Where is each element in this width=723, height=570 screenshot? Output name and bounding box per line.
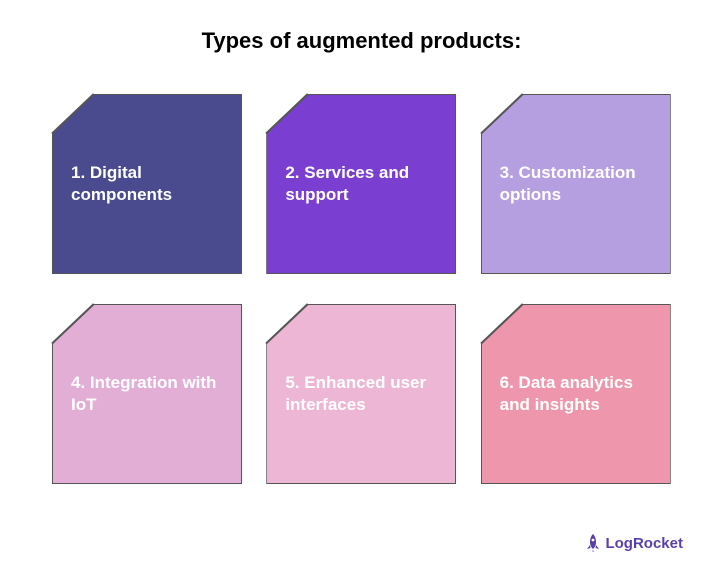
card-6-label: 6. Data analytics and insights	[500, 372, 652, 416]
card-6-body: 6. Data analytics and insights	[481, 304, 671, 484]
card-2-body: 2. Services and support	[266, 94, 456, 274]
card-4: 4. Integration with IoT	[52, 304, 242, 484]
card-1-body: 1. Digital components	[52, 94, 242, 274]
card-3: 3. Customization options	[481, 94, 671, 274]
logo-text: LogRocket	[605, 535, 683, 552]
card-3-label: 3. Customization options	[500, 162, 652, 206]
page-title: Types of augmented products:	[0, 0, 723, 54]
card-2-label: 2. Services and support	[285, 162, 437, 206]
rocket-icon	[585, 534, 601, 552]
card-2: 2. Services and support	[266, 94, 456, 274]
card-1-label: 1. Digital components	[71, 162, 223, 206]
card-5-label: 5. Enhanced user interfaces	[285, 372, 437, 416]
card-6: 6. Data analytics and insights	[481, 304, 671, 484]
card-5-body: 5. Enhanced user interfaces	[266, 304, 456, 484]
card-4-label: 4. Integration with IoT	[71, 372, 223, 416]
logrocket-logo: LogRocket	[585, 534, 683, 552]
card-1: 1. Digital components	[52, 94, 242, 274]
card-4-body: 4. Integration with IoT	[52, 304, 242, 484]
card-5: 5. Enhanced user interfaces	[266, 304, 456, 484]
card-grid: 1. Digital components 2. Services and su…	[0, 54, 723, 484]
card-3-body: 3. Customization options	[481, 94, 671, 274]
